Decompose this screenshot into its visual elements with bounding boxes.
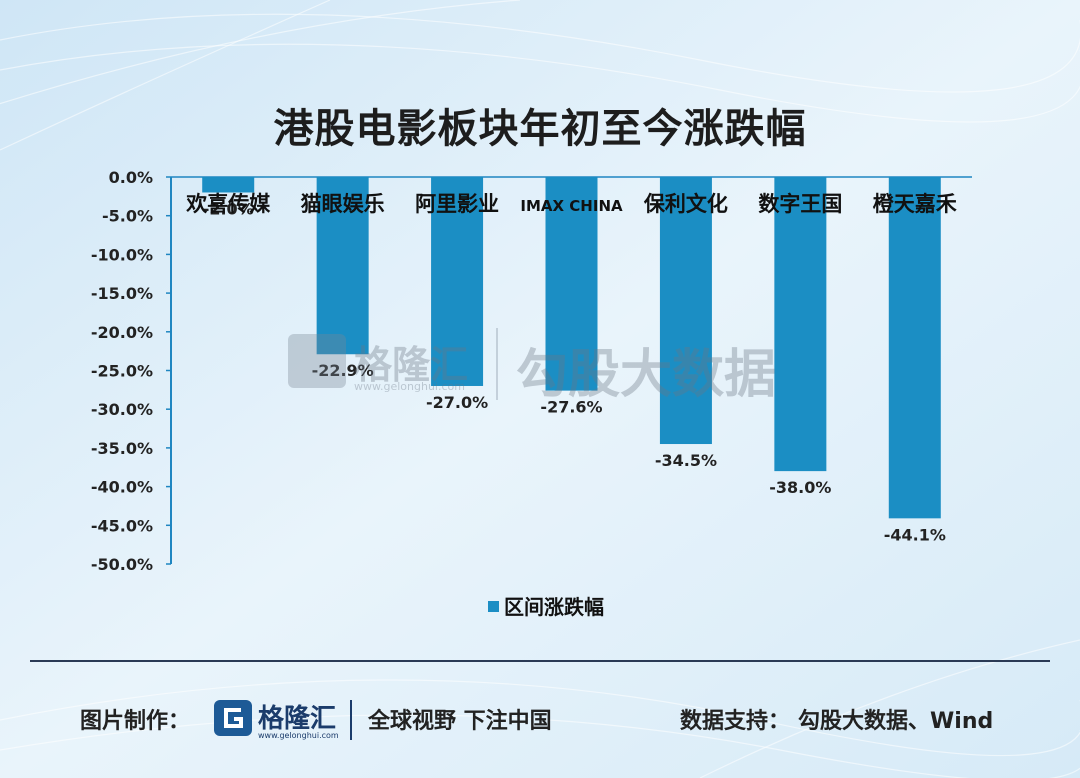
y-tick-label: -40.0%	[91, 478, 153, 497]
bar-chart: 0.0% -5.0% -10.0% -15.0% -20.0% -25.0% -30.0% -…	[91, 168, 972, 619]
y-tick-label: -45.0%	[91, 516, 153, 535]
category-label: 阿里影业	[415, 192, 499, 216]
bar	[545, 177, 598, 391]
category-label: 欢喜传媒	[185, 192, 271, 216]
category-label: 保利文化	[643, 192, 728, 216]
bar	[316, 177, 369, 355]
footer-logo-icon	[214, 700, 252, 736]
watermark-divider	[496, 328, 498, 400]
y-tick-label: -5.0%	[102, 207, 153, 226]
category-label: 猫眼娱乐	[301, 192, 385, 216]
category-label: 数字王国	[758, 192, 842, 216]
footer-slogan: 全球视野 下注中国	[368, 709, 552, 734]
bar	[659, 177, 712, 445]
watermark: 格隆汇 www.gelonghui.com 勾股大数据	[288, 328, 808, 408]
y-tick-label: 0.0%	[109, 168, 153, 187]
data-label: -38.0%	[769, 478, 831, 497]
y-tick-label: -50.0%	[91, 555, 153, 574]
bar	[202, 177, 255, 193]
data-label: -27.0%	[426, 393, 488, 412]
footer-sources: 勾股大数据、Wind	[798, 709, 994, 734]
legend-swatch	[488, 601, 499, 612]
data-label: -44.1%	[884, 525, 946, 544]
chart-title: 港股电影板块年初至今涨跌幅	[273, 106, 807, 152]
footer-right-label: 数据支持： 勾股大数据、Wind	[680, 703, 993, 735]
watermark-right-text: 勾股大数据	[516, 345, 777, 405]
y-tick-label: -10.0%	[91, 245, 153, 264]
footer-source-label: 数据支持：	[680, 709, 791, 734]
footer-logo-text: 格隆汇	[258, 704, 337, 734]
data-label: -2.0%	[203, 199, 254, 218]
bar	[431, 177, 484, 386]
data-label: -34.5%	[655, 451, 717, 470]
footer-left-label: 图片制作：	[80, 709, 191, 734]
watermark-logo-text: 格隆汇	[354, 343, 469, 387]
y-tick-label: -20.0%	[91, 323, 153, 342]
footer-logo-divider	[350, 700, 352, 740]
bar	[888, 177, 941, 519]
category-label: 橙天嘉禾	[873, 192, 957, 216]
footer-logo-url: www.gelonghui.com	[258, 731, 339, 740]
y-tick-label: -35.0%	[91, 439, 153, 458]
y-tick-label: -15.0%	[91, 284, 153, 303]
data-label: -27.6%	[540, 398, 602, 417]
legend-label: 区间涨跌幅	[504, 595, 604, 619]
bar	[774, 177, 827, 472]
data-label: -22.9%	[312, 361, 374, 380]
footer-divider	[30, 660, 1050, 662]
y-tick-label: -30.0%	[91, 400, 153, 419]
y-tick-label: -25.0%	[91, 362, 153, 381]
watermark-logo-icon	[288, 334, 346, 388]
category-label: IMAX CHINA	[520, 197, 623, 215]
watermark-url: www.gelonghui.com	[354, 380, 465, 393]
